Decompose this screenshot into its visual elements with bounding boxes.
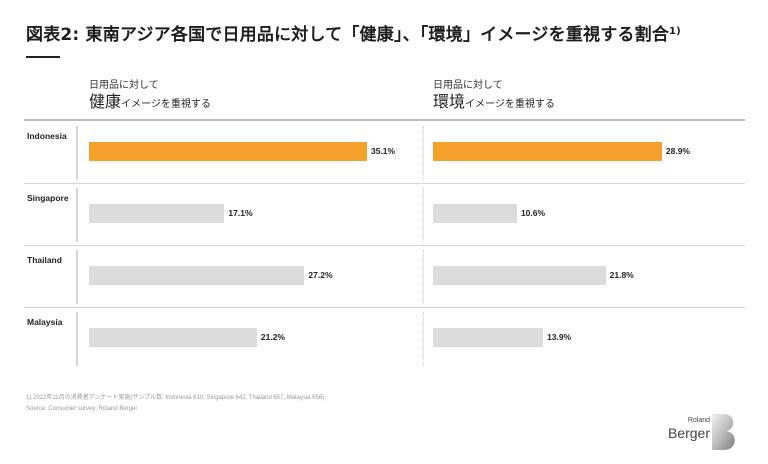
data-label: 28.9%	[665, 146, 690, 156]
column-header-health-main: 健康イメージを重視する	[89, 92, 211, 115]
bar-health-singapore	[89, 204, 225, 223]
title-footnote-marker: 1)	[669, 26, 681, 37]
row-divider-left	[76, 126, 78, 180]
roland-berger-logo: Roland Berger	[668, 412, 740, 452]
bar-environment-indonesia	[433, 142, 662, 161]
bar-health-indonesia	[89, 142, 367, 161]
column-header-health-rest: イメージを重視する	[121, 99, 211, 110]
logo-roland-text: Roland	[687, 417, 710, 424]
category-label: Indonesia	[27, 131, 67, 141]
data-label: 17.1%	[228, 208, 253, 218]
bar-environment-thailand	[433, 266, 606, 285]
row-divider-right	[423, 312, 425, 366]
row-divider-left	[76, 312, 78, 366]
row-separator	[24, 307, 745, 308]
row-separator	[24, 183, 745, 184]
column-header-environment: 日用品に対して 環境イメージを重視する	[433, 79, 555, 115]
category-label: Singapore	[27, 193, 69, 203]
footnote-sample: 1) 2022年11月の消費者アンケート実施(サンプル数: Indonesia …	[26, 395, 325, 401]
column-header-health-sub: 日用品に対して	[89, 80, 159, 91]
row-divider-right	[423, 126, 425, 180]
column-header-health-keyword: 健康	[89, 92, 122, 111]
logo-berger-text: Berger	[667, 425, 710, 441]
data-label: 35.1%	[370, 146, 396, 156]
chart-title-text: 図表2: 東南アジア各国で日用品に対して「健康」、「環境」イメージを重視する割合	[26, 25, 670, 45]
bar-environment-malaysia	[433, 328, 544, 347]
data-label: 10.6%	[520, 208, 546, 218]
column-header-environment-rest: イメージを重視する	[465, 99, 555, 110]
data-label: 21.2%	[260, 332, 285, 342]
chart-title: 図表2: 東南アジア各国で日用品に対して「健康」、「環境」イメージを重視する割合…	[26, 20, 681, 45]
bar-health-thailand	[89, 266, 305, 285]
data-label: 21.8%	[609, 270, 634, 280]
category-label: Malaysia	[27, 317, 63, 327]
row-divider-right	[423, 188, 425, 242]
bar-environment-singapore	[433, 204, 517, 223]
column-header-environment-keyword: 環境	[433, 92, 466, 111]
data-label: 27.2%	[308, 270, 333, 280]
row-divider-left	[76, 188, 78, 242]
row-divider-left	[76, 250, 78, 304]
header-rule	[24, 119, 745, 121]
title-underline	[26, 56, 60, 58]
category-label: Thailand	[27, 255, 62, 265]
footnote-source: Source: Consumer survey; Roland Berger	[26, 406, 138, 412]
logo-b-mark	[712, 414, 735, 450]
column-header-environment-main: 環境イメージを重視する	[433, 92, 555, 115]
column-header-environment-sub: 日用品に対して	[433, 80, 503, 91]
row-divider-right	[423, 250, 425, 304]
bar-health-malaysia	[89, 328, 257, 347]
row-separator	[24, 245, 745, 246]
data-label: 13.9%	[547, 332, 572, 342]
column-header-health: 日用品に対して 健康イメージを重視する	[89, 79, 211, 115]
